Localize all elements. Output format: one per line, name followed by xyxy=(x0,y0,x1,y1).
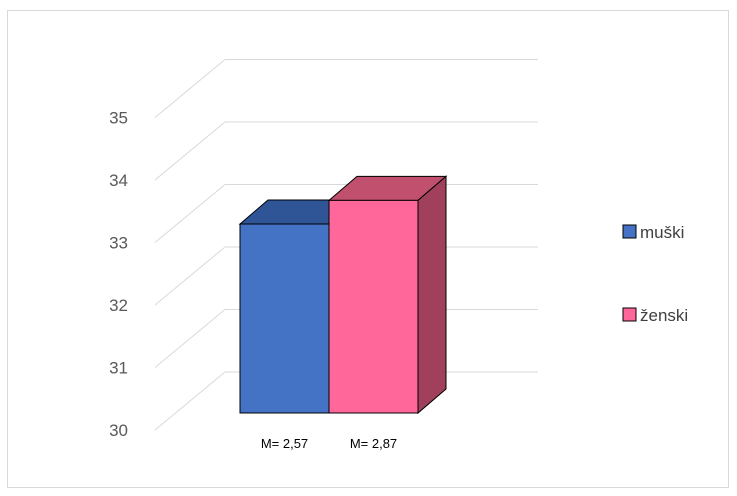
legend-item-ženski: ženski xyxy=(622,306,688,325)
legend-swatch-muški xyxy=(622,224,637,239)
y-tick-label-30: 30 xyxy=(109,421,128,440)
legend: muški ženski xyxy=(622,223,688,325)
legend-label-muški: muški xyxy=(640,223,684,242)
y-tick-label-33: 33 xyxy=(109,234,128,253)
gridline-34 xyxy=(154,121,538,181)
y-tick-label-31: 31 xyxy=(109,359,128,378)
y-tick-label-35: 35 xyxy=(109,109,128,128)
bar-labels: M= 2,57 M= 2,87 xyxy=(261,436,397,451)
legend-item-muški: muški xyxy=(622,223,684,242)
bar-side-ženski xyxy=(417,175,447,415)
bar-ženski xyxy=(327,175,448,415)
legend-swatch-ženski xyxy=(622,307,637,322)
y-tick-label-32: 32 xyxy=(109,296,128,315)
y-tick-label-34: 34 xyxy=(109,171,128,190)
gridline-35 xyxy=(154,59,538,118)
bars xyxy=(238,175,448,415)
legend-label-ženski: ženski xyxy=(640,306,688,325)
bar-front-ženski xyxy=(328,199,419,414)
bar-label-ženski: M= 2,87 xyxy=(350,436,397,451)
bar-label-muški: M= 2,57 xyxy=(261,436,308,451)
bar-front-muški xyxy=(239,223,330,414)
y-axis-ticks: 30 31 32 33 34 35 xyxy=(109,109,128,441)
